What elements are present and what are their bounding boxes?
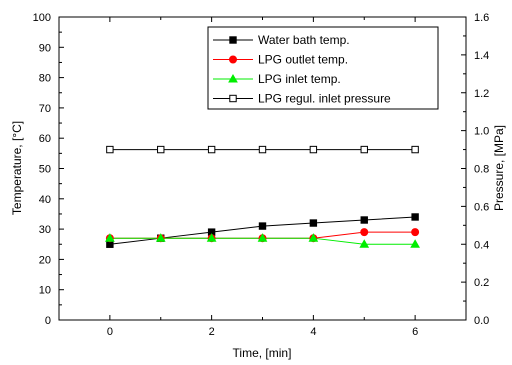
legend-label-3: LPG regul. inlet pressure (258, 92, 391, 106)
y2-tick-label: 1.0 (474, 126, 489, 138)
legend-label-1: LPG outlet temp. (258, 53, 348, 67)
series-0-point (360, 216, 368, 224)
series-2-point (308, 233, 319, 242)
y-tick-label: 10 (39, 285, 51, 297)
series-3-point (106, 145, 114, 154)
y2-tick-label: 0.6 (474, 201, 489, 213)
y2-axis-title: Pressure, [MPa] (492, 125, 506, 211)
y-axis-title: Temperature, [°C] (10, 121, 24, 215)
y2-tick-label: 1.6 (474, 12, 489, 24)
series-0-point (411, 213, 419, 221)
series-1-point (411, 228, 420, 237)
y-tick-label: 40 (39, 194, 51, 206)
legend-marker-3 (229, 94, 237, 103)
y-tick-label: 30 (39, 224, 51, 236)
x-axis-title: Time, [min] (233, 346, 292, 360)
series-3-point (309, 145, 318, 154)
y-tick-label: 60 (39, 133, 51, 145)
series-markers-layer (105, 145, 420, 248)
y2-tick-label: 0.2 (474, 277, 489, 289)
y-tick-label: 90 (39, 42, 51, 54)
ticks-layer: 0 2 4 601020304050607080901000.00.20.40.60.… (33, 12, 490, 338)
x-tick-label: 4 (310, 326, 316, 338)
y2-tick-label: 0.4 (474, 239, 489, 251)
y2-tick-label: 1.4 (474, 50, 489, 62)
y2-tick-label: 0.0 (474, 315, 489, 327)
series-3-point (207, 145, 216, 154)
legend-marker-1 (229, 55, 237, 64)
legend: Water bath temp. LPG outlet temp. LPG inle… (207, 26, 439, 110)
series-2-point (206, 233, 217, 242)
y-tick-label: 20 (39, 254, 51, 266)
series-0-point (309, 219, 318, 227)
y-tick-label: 0 (45, 315, 51, 327)
x-tick-label: 6 (412, 326, 418, 338)
series-0-point (258, 222, 267, 230)
x-tick-label: 2 (209, 326, 215, 338)
series-2-point (410, 239, 420, 248)
series-lines-layer (109, 149, 416, 245)
series-1-point (360, 228, 369, 237)
series-2-point (257, 233, 268, 242)
x-tick-label: 0 (107, 326, 113, 338)
legend-marker-0 (229, 36, 237, 44)
series-3-point (411, 145, 419, 154)
y2-tick-label: 1.2 (474, 88, 489, 100)
legend-marker-2 (228, 73, 238, 83)
y2-tick-label: 0.8 (474, 164, 489, 176)
y-tick-label: 70 (39, 103, 51, 115)
series-3-point (360, 145, 368, 154)
y-tick-label: 50 (39, 164, 51, 176)
legend-box (207, 26, 439, 110)
series-2-point (359, 239, 370, 248)
legend-label-2: LPG inlet temp. (258, 72, 341, 86)
series-2-point (105, 233, 115, 242)
y-tick-label: 100 (33, 12, 51, 24)
y-tick-label: 80 (39, 73, 51, 85)
series-2-point (155, 233, 166, 242)
series-3-point (157, 145, 165, 154)
series-3-point (258, 145, 267, 154)
legend-label-0: Water bath temp. (258, 33, 350, 47)
